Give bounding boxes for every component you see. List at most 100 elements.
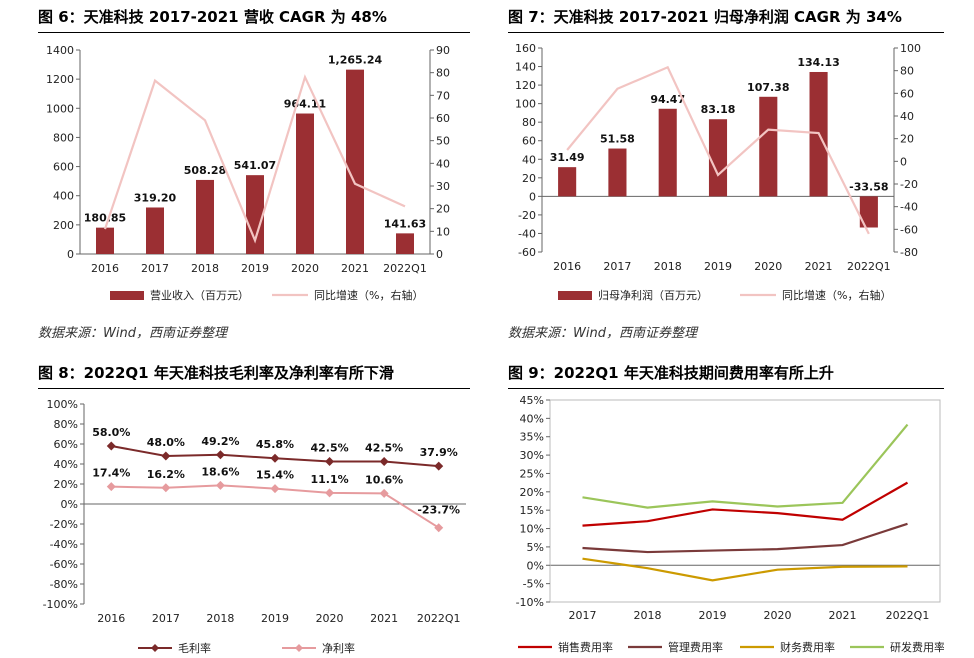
bar	[396, 233, 414, 254]
y-axis-tick-label: 0%	[61, 498, 78, 511]
series-marker-gross	[270, 453, 280, 463]
y-axis-tick-label: 20%	[520, 486, 544, 499]
growth-rate-line	[566, 65, 870, 235]
series-marker-net	[434, 523, 444, 533]
left-axis-tick-label: 1200	[46, 73, 74, 86]
x-axis-tick-label: 2021	[341, 262, 369, 275]
figure-6-source: 数据来源：Wind，西南证券整理	[38, 326, 227, 341]
x-axis-tick-label: 2018	[206, 612, 234, 625]
figure-7-title-rule	[508, 32, 944, 33]
x-axis-tick-label: 2018	[634, 609, 662, 622]
figure-8-title-rule	[38, 388, 470, 389]
series-marker-gross	[325, 457, 335, 466]
y-axis-tick-label: 25%	[520, 467, 544, 480]
right-axis-tick-label: 40	[436, 157, 450, 170]
x-axis-tick-label: 2022Q1	[383, 262, 427, 275]
series-marker-net	[379, 488, 389, 498]
y-axis-tick-label: -80%	[50, 578, 78, 591]
y-axis-tick-label: 60%	[54, 438, 78, 451]
x-axis-tick-label: 2020	[316, 612, 344, 625]
series-marker-net	[215, 480, 225, 490]
legend-label-sales: 销售费用率	[558, 640, 613, 654]
bar	[346, 69, 364, 254]
x-axis-tick-label: 2020	[291, 262, 319, 275]
legend-marker-gross	[151, 644, 159, 652]
legend-label-net: 净利率	[322, 641, 355, 655]
x-axis-tick-label: 2018	[654, 260, 682, 273]
series-line-rnd	[582, 423, 909, 509]
x-axis-tick-label: 2017	[152, 612, 180, 625]
data-label-net: 17.4%	[92, 467, 130, 480]
bar-data-label: 94.47	[650, 93, 685, 106]
legend-bar-label: 归母净利润（百万元）	[598, 288, 708, 302]
x-axis-tick-label: 2021	[829, 609, 857, 622]
bar-data-label: -33.58	[849, 180, 888, 193]
right-axis-tick-label: 80	[436, 67, 450, 80]
x-axis-tick-label: 2022Q1	[847, 260, 891, 273]
series-marker-net	[106, 482, 116, 492]
bar	[96, 227, 114, 254]
series-marker-gross	[106, 441, 116, 451]
series-marker-gross	[434, 461, 444, 471]
bar	[296, 113, 314, 254]
right-axis-tick-label: 0	[900, 155, 907, 168]
x-axis-tick-label: 2019	[241, 262, 269, 275]
y-axis-tick-label: 15%	[520, 504, 544, 517]
left-axis-tick-label: 140	[515, 61, 536, 74]
figure-9-title-rule	[508, 388, 944, 389]
figure-6-panel: 图 6：天准科技 2017-2021 营收 CAGR 为 48% 0 200 400…	[38, 6, 470, 346]
series-marker-net	[161, 483, 171, 493]
y-axis-tick-label: -10%	[516, 596, 544, 609]
bar-data-label: 31.49	[550, 151, 585, 164]
series-line-sales	[582, 481, 909, 527]
x-axis-tick-label: 2020	[764, 609, 792, 622]
legend-line-label: 同比增速（%，右轴）	[314, 288, 423, 302]
legend-label-fin: 财务费用率	[780, 640, 835, 654]
data-label-gross: 58.0%	[92, 426, 130, 439]
left-axis-tick-label: 1000	[46, 102, 74, 115]
data-label-gross: 49.2%	[201, 435, 239, 448]
right-axis-tick-label: 100	[900, 42, 921, 55]
bar-data-label: 319.20	[134, 191, 177, 204]
right-axis-tick-label: 50	[436, 135, 450, 148]
bar-data-label: 107.38	[747, 81, 789, 94]
figure-7-source: 数据来源：Wind，西南证券整理	[508, 326, 697, 341]
series-marker-net	[325, 488, 335, 498]
left-axis-tick-label: 100	[515, 98, 536, 111]
figure-9-panel: 图 9：2022Q1 年天准科技期间费用率有所上升 -10% -5% 0% 5% 10%…	[508, 362, 944, 658]
left-axis-tick-label: 160	[515, 42, 536, 55]
data-label-gross: 37.9%	[420, 446, 458, 459]
right-axis-tick-label: 70	[436, 89, 450, 102]
figure-8-title: 图 8：2022Q1 年天准科技毛利率及净利率有所下滑	[38, 364, 394, 382]
bar	[558, 167, 577, 197]
right-axis-tick-label: 80	[900, 65, 914, 78]
x-axis-tick-label: 2021	[370, 612, 398, 625]
plot-frame	[549, 399, 941, 603]
figure-8-chart: -100% -80% -60% -40% -20% 0% 20% 40% 60% 80% 100% 2…	[43, 398, 466, 655]
bar-data-label: 541.07	[234, 159, 276, 172]
left-axis-tick-label: 1400	[46, 44, 74, 57]
x-axis-tick-label: 2018	[191, 262, 219, 275]
bar-data-label: 134.13	[797, 56, 839, 69]
x-axis-tick-label: 2017	[141, 262, 169, 275]
x-axis-tick-label: 2021	[805, 260, 833, 273]
bar-data-label: 83.18	[701, 103, 736, 116]
right-axis-tick-label: 40	[900, 110, 914, 123]
figure-6-chart: 0 200 400 600 800 1000 1200 1400 0 10 20 30 40 50 60 70…	[46, 44, 450, 302]
data-label-net: -23.7%	[417, 504, 460, 517]
data-label-net: 18.6%	[201, 465, 239, 478]
y-axis-tick-label: -20%	[50, 518, 78, 531]
right-axis-tick-label: -20	[900, 178, 918, 191]
figure-6-title-rule	[38, 32, 470, 33]
left-axis-tick-label: 600	[53, 161, 74, 174]
data-label-net: 11.1%	[310, 473, 348, 486]
y-axis-tick-label: 0%	[527, 559, 544, 572]
left-axis-tick-label: 40	[522, 153, 536, 166]
left-axis-tick-label: 0	[529, 190, 536, 203]
bar-data-label: 51.58	[600, 133, 635, 146]
legend-label-mgmt: 管理费用率	[668, 640, 723, 654]
bar	[608, 148, 627, 197]
left-axis-tick-label: 800	[53, 131, 74, 144]
left-axis-tick-label: 0	[67, 248, 74, 261]
figure-7-panel: 图 7：天准科技 2017-2021 归母净利润 CAGR 为 34% -60 -…	[508, 6, 944, 346]
